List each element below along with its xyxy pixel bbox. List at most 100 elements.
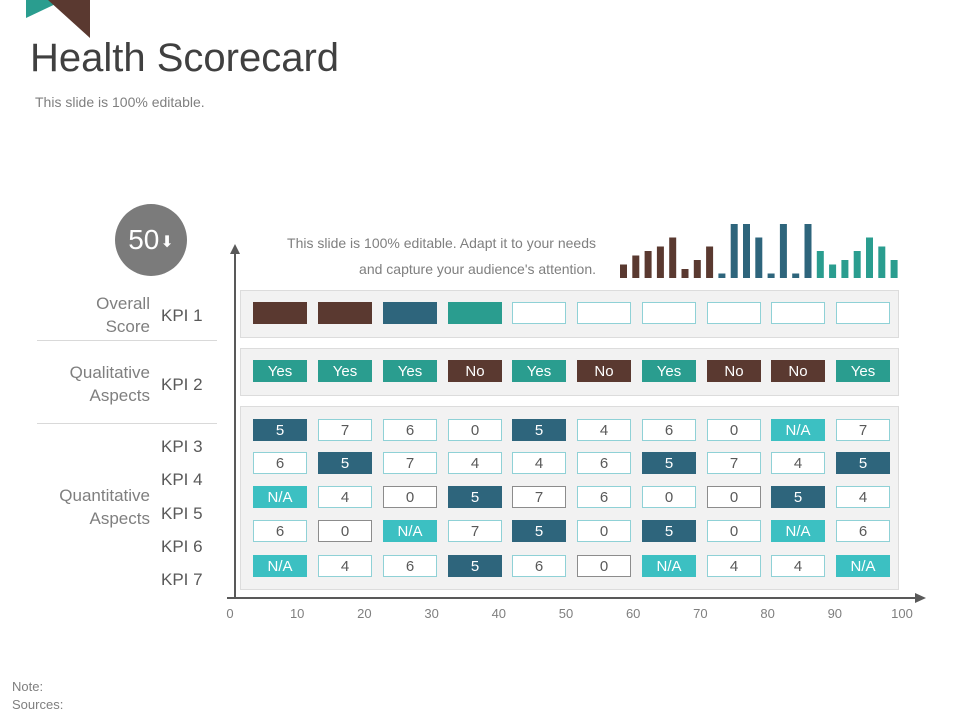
kpi3-cell: 7 (836, 419, 890, 441)
kpi1-cell (318, 302, 372, 324)
kpi3-cell: N/A (771, 419, 825, 441)
mini-bar (804, 224, 812, 278)
category-quantitative-aspects: Quantitative Aspects (20, 484, 150, 530)
category-label-line: Qualitative (69, 363, 150, 382)
kpi-label-6: KPI 6 (161, 537, 203, 556)
kpi4-cell: 5 (318, 452, 372, 474)
mini-bar (718, 273, 726, 278)
kpi4-cell: 4 (512, 452, 566, 474)
kpi4-cell: 4 (771, 452, 825, 474)
kpi4-cell: 5 (642, 452, 696, 474)
kpi4-cell: 4 (448, 452, 502, 474)
mini-bar (681, 269, 689, 278)
kpi5-cell: 4 (318, 486, 372, 508)
kpi3-cell: 0 (448, 419, 502, 441)
kpi1-cell (577, 302, 631, 324)
kpi7-cell: 6 (383, 555, 437, 577)
mini-bar (816, 251, 824, 278)
category-label-line: Score (105, 317, 150, 336)
mini-bar (853, 251, 861, 278)
kpi7-cell: N/A (836, 555, 890, 577)
mini-bar (620, 264, 627, 278)
kpi7-cell: 4 (318, 555, 372, 577)
kpi-label-5: KPI 5 (161, 504, 203, 523)
x-tick-label: 50 (558, 606, 574, 621)
kpi7-cell: 6 (512, 555, 566, 577)
mini-bar (878, 246, 886, 278)
kpi6-cell: 0 (318, 520, 372, 542)
category-overall-score: Overall Score (60, 292, 150, 338)
mini-bar (644, 251, 652, 278)
kpi1-cell (771, 302, 825, 324)
kpi2-cell: No (577, 360, 631, 382)
mini-bar (693, 260, 701, 278)
kpi7-cell: 5 (448, 555, 502, 577)
category-label-line: Quantitative (59, 486, 150, 505)
category-divider (37, 423, 217, 424)
kpi1-cell (512, 302, 566, 324)
kpi7-cell: 0 (577, 555, 631, 577)
x-tick-label: 30 (424, 606, 439, 621)
kpi6-cell: 0 (707, 520, 761, 542)
kpi3-cell: 4 (577, 419, 631, 441)
x-axis-arrow-icon (915, 593, 926, 603)
kpi2-cell: Yes (253, 360, 307, 382)
overall-score-badge: 50 ⬇ (115, 204, 187, 276)
mini-bar (829, 264, 837, 278)
kpi5-cell: 5 (771, 486, 825, 508)
kpi6-cell: 6 (253, 520, 307, 542)
kpi5-cell: 0 (642, 486, 696, 508)
description-line-1: This slide is 100% editable. Adapt it to… (287, 235, 596, 251)
x-tick-label: 100 (891, 606, 913, 621)
kpi4-cell: 6 (577, 452, 631, 474)
kpi1-cell (707, 302, 761, 324)
category-qualitative-aspects: Qualitative Aspects (30, 361, 150, 407)
mini-bar (656, 246, 664, 278)
kpi2-cell: No (707, 360, 761, 382)
category-label-line: Aspects (89, 509, 150, 528)
mini-bar (767, 273, 775, 278)
kpi7-cell: N/A (642, 555, 696, 577)
kpi3-cell: 6 (383, 419, 437, 441)
kpi3-cell: 0 (707, 419, 761, 441)
mini-bar (669, 237, 677, 278)
kpi-label-7: KPI 7 (161, 570, 203, 589)
category-label-line: Aspects (89, 386, 150, 405)
kpi2-cell: No (448, 360, 502, 382)
kpi4-cell: 5 (836, 452, 890, 474)
page-subtitle: This slide is 100% editable. (35, 94, 205, 110)
kpi4-cell: 7 (707, 452, 761, 474)
kpi5-cell: 4 (836, 486, 890, 508)
mini-bar (792, 273, 800, 278)
kpi5-cell: 5 (448, 486, 502, 508)
kpi5-cell: 6 (577, 486, 631, 508)
page-title: Health Scorecard (30, 36, 340, 80)
kpi3-cell: 7 (318, 419, 372, 441)
kpi6-cell: N/A (383, 520, 437, 542)
kpi5-cell: 0 (707, 486, 761, 508)
kpi6-cell: 6 (836, 520, 890, 542)
kpi3-cell: 6 (642, 419, 696, 441)
x-tick-label: 40 (491, 606, 507, 621)
kpi1-cell (836, 302, 890, 324)
kpi5-cell: N/A (253, 486, 307, 508)
y-axis-arrow-icon (230, 244, 240, 254)
description-line-2: and capture your audience's attention. (359, 261, 596, 277)
x-tick-label: 10 (289, 606, 305, 621)
mini-bar (779, 224, 787, 278)
mini-bar (890, 260, 898, 278)
kpi7-cell: 4 (707, 555, 761, 577)
kpi5-cell: 0 (383, 486, 437, 508)
kpi1-cell (253, 302, 307, 324)
kpi-label-2: KPI 2 (161, 375, 203, 394)
x-tick-label: 0 (226, 606, 234, 621)
kpi5-cell: 7 (512, 486, 566, 508)
x-tick-label: 20 (357, 606, 372, 621)
kpi2-cell: Yes (383, 360, 437, 382)
kpi3-cell: 5 (253, 419, 307, 441)
kpi3-cell: 5 (512, 419, 566, 441)
down-arrow-icon: ⬇ (160, 234, 174, 251)
footer-sources: Sources: (12, 697, 64, 712)
kpi6-cell: 5 (642, 520, 696, 542)
